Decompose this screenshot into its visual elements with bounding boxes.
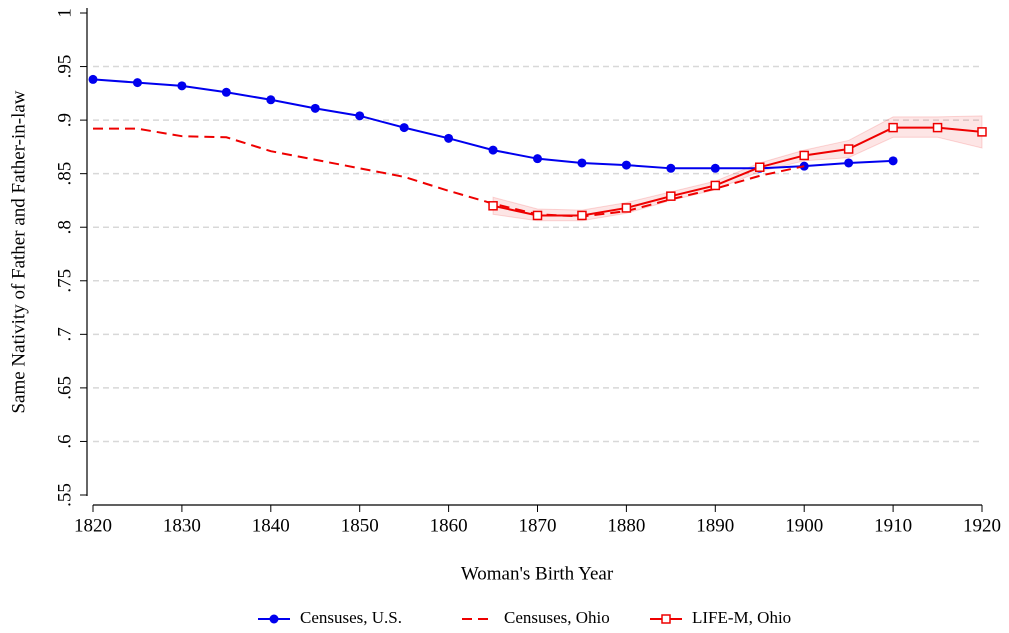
y-tick-label: .55: [54, 483, 75, 507]
y-axis-title: Same Nativity of Father and Father-in-la…: [8, 90, 29, 413]
x-tick-label: 1840: [252, 515, 290, 536]
marker: [977, 127, 987, 137]
marker: [710, 180, 721, 191]
series-line: [92, 78, 894, 170]
x-tick-label: 1850: [341, 515, 379, 536]
x-axis-title: Woman's Birth Year: [461, 563, 614, 584]
marker: [844, 158, 854, 168]
x-tick-label: 1830: [163, 515, 201, 536]
marker: [533, 154, 542, 164]
x-tick-label: 1900: [785, 515, 823, 536]
legend-label: Censuses, Ohio: [504, 608, 610, 627]
x-tick-label: 1890: [696, 515, 734, 536]
series-line: [93, 127, 805, 218]
y-tick-label: .75: [54, 269, 75, 293]
marker: [177, 81, 187, 91]
marker: [444, 133, 454, 143]
marker: [266, 95, 276, 105]
marker: [710, 163, 720, 173]
x-tick-label: 1820: [74, 515, 112, 536]
marker: [666, 163, 676, 173]
y-tick-label: .9: [54, 113, 75, 127]
marker: [577, 158, 587, 168]
marker: [88, 74, 98, 84]
marker: [310, 103, 320, 113]
legend-label: LIFE-M, Ohio: [692, 608, 791, 627]
y-tick-label: .8: [54, 220, 75, 234]
marker: [488, 145, 498, 155]
marker: [888, 122, 898, 133]
y-tick-label: .65: [54, 376, 75, 400]
marker: [755, 162, 765, 172]
marker: [621, 203, 632, 213]
marker: [888, 156, 898, 166]
y-tick-label: .7: [54, 327, 75, 341]
x-tick-label: 1880: [607, 515, 645, 536]
marker: [843, 144, 854, 154]
legend-label: Censuses, U.S.: [300, 608, 402, 627]
y-tick-label: .95: [54, 55, 75, 79]
legend-marker: [269, 614, 279, 624]
marker: [221, 87, 231, 97]
x-tick-label: 1870: [519, 515, 557, 536]
marker: [132, 78, 142, 88]
series-line: [492, 126, 983, 217]
marker: [488, 201, 498, 211]
marker: [577, 210, 587, 221]
x-tick-label: 1860: [430, 515, 468, 536]
marker: [355, 111, 365, 121]
marker: [666, 191, 676, 201]
x-tick-label: 1910: [874, 515, 912, 536]
y-tick-label: 1: [54, 8, 75, 18]
marker: [799, 150, 809, 161]
marker: [932, 122, 943, 133]
marker: [532, 210, 543, 221]
x-tick-label: 1920: [963, 515, 1001, 536]
marker: [621, 160, 631, 170]
marker: [399, 123, 409, 133]
y-tick-label: .85: [54, 162, 75, 186]
y-tick-label: .6: [54, 434, 75, 448]
legend-marker: [661, 614, 671, 624]
